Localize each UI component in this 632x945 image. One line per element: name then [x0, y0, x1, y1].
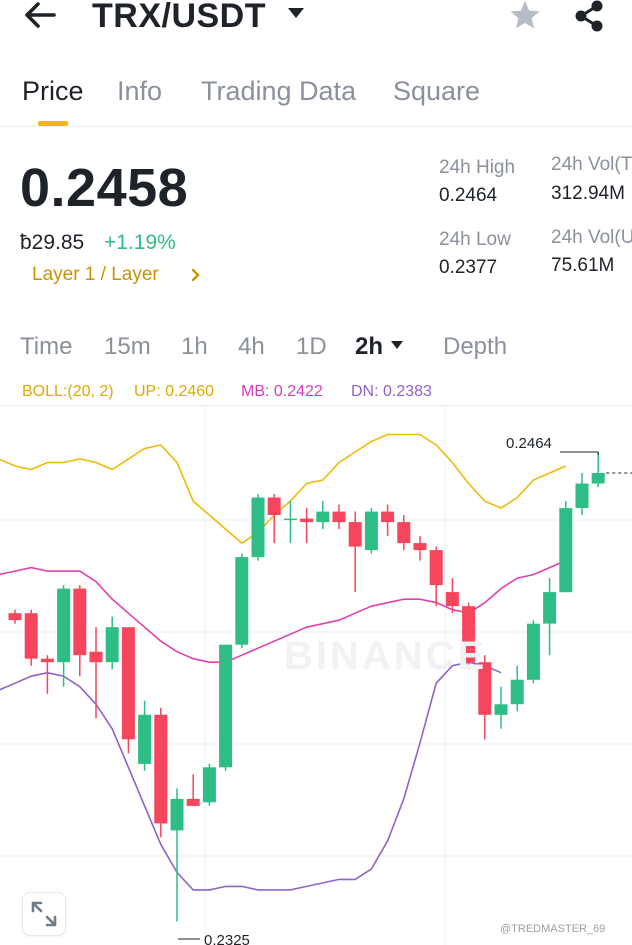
candle-body	[138, 714, 152, 764]
back-arrow-icon[interactable]	[22, 0, 58, 30]
interval-15m[interactable]: 15m	[104, 333, 151, 360]
candle-body	[24, 613, 38, 659]
candle-body	[202, 767, 216, 803]
boll-up-value: UP: 0.2460	[134, 383, 215, 400]
stat-vol-t-value: 312.94M	[551, 183, 625, 204]
candle-body	[170, 798, 184, 831]
candle-body	[462, 606, 476, 663]
stat-vol-t-label: 24h Vol(T	[551, 154, 632, 175]
candle-body	[348, 522, 362, 547]
min-price-label: 0.2325	[204, 932, 250, 945]
candle-body	[267, 497, 281, 515]
candle-body	[73, 588, 87, 656]
candle-body	[8, 613, 22, 621]
watermark: BINANCE	[284, 634, 488, 678]
category-tag-link[interactable]: Layer 1 / Layer	[32, 264, 159, 285]
candle-body	[559, 508, 573, 593]
credit-text: @TREDMASTER_69	[500, 923, 606, 935]
stat-vol-u-value: 75.61M	[551, 255, 615, 276]
dropdown-caret-icon[interactable]	[390, 340, 404, 350]
candle-body	[332, 511, 346, 523]
expand-icon	[31, 901, 57, 927]
divider	[0, 405, 632, 406]
interval-1h[interactable]: 1h	[181, 333, 208, 360]
candle-body	[445, 592, 459, 607]
tab-info[interactable]: Info	[117, 76, 163, 106]
stat-high-label: 24h High	[439, 157, 516, 178]
candle-body	[121, 627, 135, 740]
candle-body	[251, 497, 265, 558]
candle-body	[283, 518, 297, 521]
candle-body	[186, 798, 200, 806]
tab-square[interactable]: Square	[393, 76, 481, 106]
interval-2h[interactable]: 2h	[355, 333, 384, 360]
candle-body	[413, 543, 427, 551]
price-change: +1.19%	[104, 231, 176, 254]
divider	[0, 126, 632, 127]
interval-4h[interactable]: 4h	[238, 333, 265, 360]
stat-low-label: 24h Low	[439, 229, 511, 250]
active-tab-indicator	[38, 121, 68, 126]
candle-body	[105, 627, 119, 663]
candle-body	[364, 511, 378, 551]
candle-body	[154, 714, 168, 824]
stat-low-value: 0.2377	[439, 257, 498, 278]
candle-body	[429, 550, 443, 586]
boll-mb-value: MB: 0.2422	[241, 383, 323, 400]
expand-chart-button[interactable]	[22, 892, 66, 936]
top-bar: TRX/USDT	[0, 0, 632, 40]
candle-body	[494, 704, 508, 715]
share-icon[interactable]	[572, 0, 606, 32]
candle-body	[591, 473, 605, 484]
candle-body	[57, 588, 71, 663]
candle-body	[219, 644, 233, 768]
dropdown-caret-icon[interactable]	[286, 6, 306, 20]
boll-lower-line	[0, 661, 502, 891]
interval-time[interactable]: Time	[20, 333, 73, 360]
candle-body	[526, 623, 540, 680]
max-price-label: 0.2464	[506, 435, 552, 452]
candle-body	[397, 522, 411, 544]
star-icon[interactable]	[508, 0, 542, 30]
stat-vol-u-label: 24h Vol(U	[551, 227, 632, 248]
last-price: 0.2458	[20, 158, 189, 218]
boll-params: BOLL:(20, 2)	[22, 383, 114, 400]
candle-body	[235, 557, 249, 645]
boll-dn-value: DN: 0.2383	[351, 383, 432, 400]
interval-1d[interactable]: 1D	[296, 333, 327, 360]
candlestick-chart[interactable]: BINANCE 0.2464 0.2325	[0, 406, 632, 945]
candle-body	[300, 518, 314, 523]
stat-high-value: 0.2464	[439, 185, 498, 206]
candle-body	[543, 592, 557, 624]
tab-price[interactable]: Price	[22, 76, 84, 106]
candle-body	[89, 651, 103, 663]
boll-upper-line	[0, 433, 567, 545]
candle-body	[40, 658, 54, 663]
tab-trading-data[interactable]: Trading Data	[201, 76, 357, 106]
candle-body	[381, 511, 395, 523]
chart-canvas[interactable]: 0.2464 0.2325	[0, 406, 632, 945]
candle-body	[575, 483, 589, 508]
chevron-right-icon[interactable]	[190, 266, 202, 284]
fiat-price: ƀ29.85	[20, 231, 85, 254]
candle-body	[510, 679, 524, 705]
pair-title[interactable]: TRX/USDT	[92, 0, 266, 35]
candle-body	[316, 511, 330, 523]
candle-body	[478, 662, 492, 715]
interval-depth[interactable]: Depth	[443, 333, 508, 360]
